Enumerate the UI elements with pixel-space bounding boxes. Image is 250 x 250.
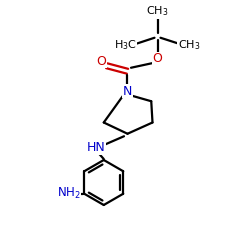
Text: CH$_3$: CH$_3$ <box>178 38 200 52</box>
Text: CH$_3$: CH$_3$ <box>146 4 169 18</box>
Text: HN: HN <box>87 141 106 154</box>
Text: NH$_2$: NH$_2$ <box>57 186 81 201</box>
Text: N: N <box>123 85 132 98</box>
Text: O: O <box>96 55 106 68</box>
Text: O: O <box>152 52 162 65</box>
Text: H$_3$C: H$_3$C <box>114 38 136 52</box>
